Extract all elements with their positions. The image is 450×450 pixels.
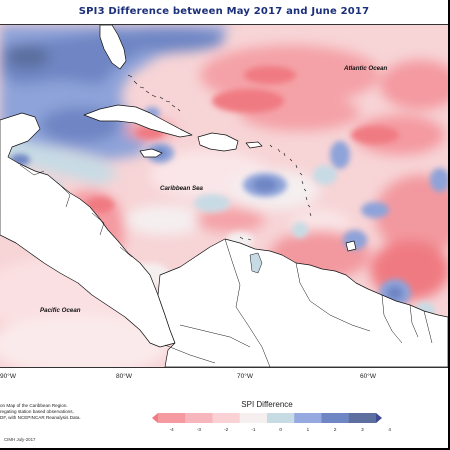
map-footnote: on Map of the Caribbean Region. regating… bbox=[0, 403, 81, 421]
legend-swatch bbox=[376, 413, 382, 423]
country-borders bbox=[19, 164, 433, 367]
central-america-land bbox=[0, 112, 176, 348]
footnote-line: regating station based observations, bbox=[0, 409, 74, 414]
legend-tick-label: 1 bbox=[306, 427, 310, 432]
legend-tick-label: 4 bbox=[388, 427, 391, 432]
legend-swatch bbox=[152, 413, 158, 423]
small-islands bbox=[127, 74, 312, 241]
legend-tick-label: 2 bbox=[333, 427, 337, 432]
footnote-line: DF, with NCEPINCAR Reanalysis Data. bbox=[0, 415, 81, 420]
lake-maracaibo bbox=[249, 252, 263, 274]
legend-swatch bbox=[185, 413, 213, 423]
legend-swatch bbox=[267, 413, 295, 423]
land-masses bbox=[0, 25, 448, 367]
footnote-line: on Map of the Caribbean Region. bbox=[0, 403, 68, 408]
longitude-label: 70°W bbox=[237, 373, 253, 380]
pacific-ocean-label: Pacific Ocean bbox=[40, 307, 81, 314]
legend-tick-label: -1 bbox=[251, 427, 256, 432]
legend-ticks: -4 -3 -2 -1 0 1 2 3 4 bbox=[158, 427, 391, 435]
legend-tick-label: 0 bbox=[279, 427, 282, 432]
puerto-rico-land bbox=[245, 141, 263, 149]
legend-colorbar bbox=[152, 413, 382, 423]
legend-tick-label: -3 bbox=[196, 427, 201, 432]
cuba-land bbox=[83, 104, 193, 138]
atlantic-ocean-label: Atlantic Ocean bbox=[344, 65, 388, 72]
longitude-label: 80°W bbox=[116, 373, 132, 380]
legend-tick-label: -2 bbox=[224, 427, 229, 432]
legend-swatch bbox=[294, 413, 322, 423]
legend-swatch bbox=[212, 413, 241, 423]
jamaica-land bbox=[139, 148, 163, 158]
trinidad-land bbox=[345, 240, 357, 252]
map-area: Atlantic Ocean Caribbean Sea Pacific Oce… bbox=[0, 24, 448, 368]
longitude-label: 90°W bbox=[0, 373, 16, 380]
legend-swatch bbox=[321, 413, 350, 423]
south-america-land bbox=[157, 238, 448, 367]
caribbean-sea-label: Caribbean Sea bbox=[160, 185, 203, 192]
legend-swatch bbox=[158, 413, 186, 423]
map-credit: CIMH July-2017 bbox=[4, 437, 36, 442]
map-title: SPI3 Difference between May 2017 and Jun… bbox=[78, 6, 370, 17]
legend-title: SPI Difference bbox=[241, 400, 293, 409]
hispaniola-land bbox=[197, 132, 239, 152]
florida-land bbox=[99, 25, 127, 70]
legend-swatch bbox=[239, 413, 268, 423]
spi-map bbox=[0, 25, 448, 367]
legend-tick-label: 3 bbox=[361, 427, 364, 432]
longitude-label: 60°W bbox=[360, 373, 376, 380]
legend-tick-label: -4 bbox=[169, 427, 174, 432]
legend-swatch bbox=[348, 413, 377, 423]
